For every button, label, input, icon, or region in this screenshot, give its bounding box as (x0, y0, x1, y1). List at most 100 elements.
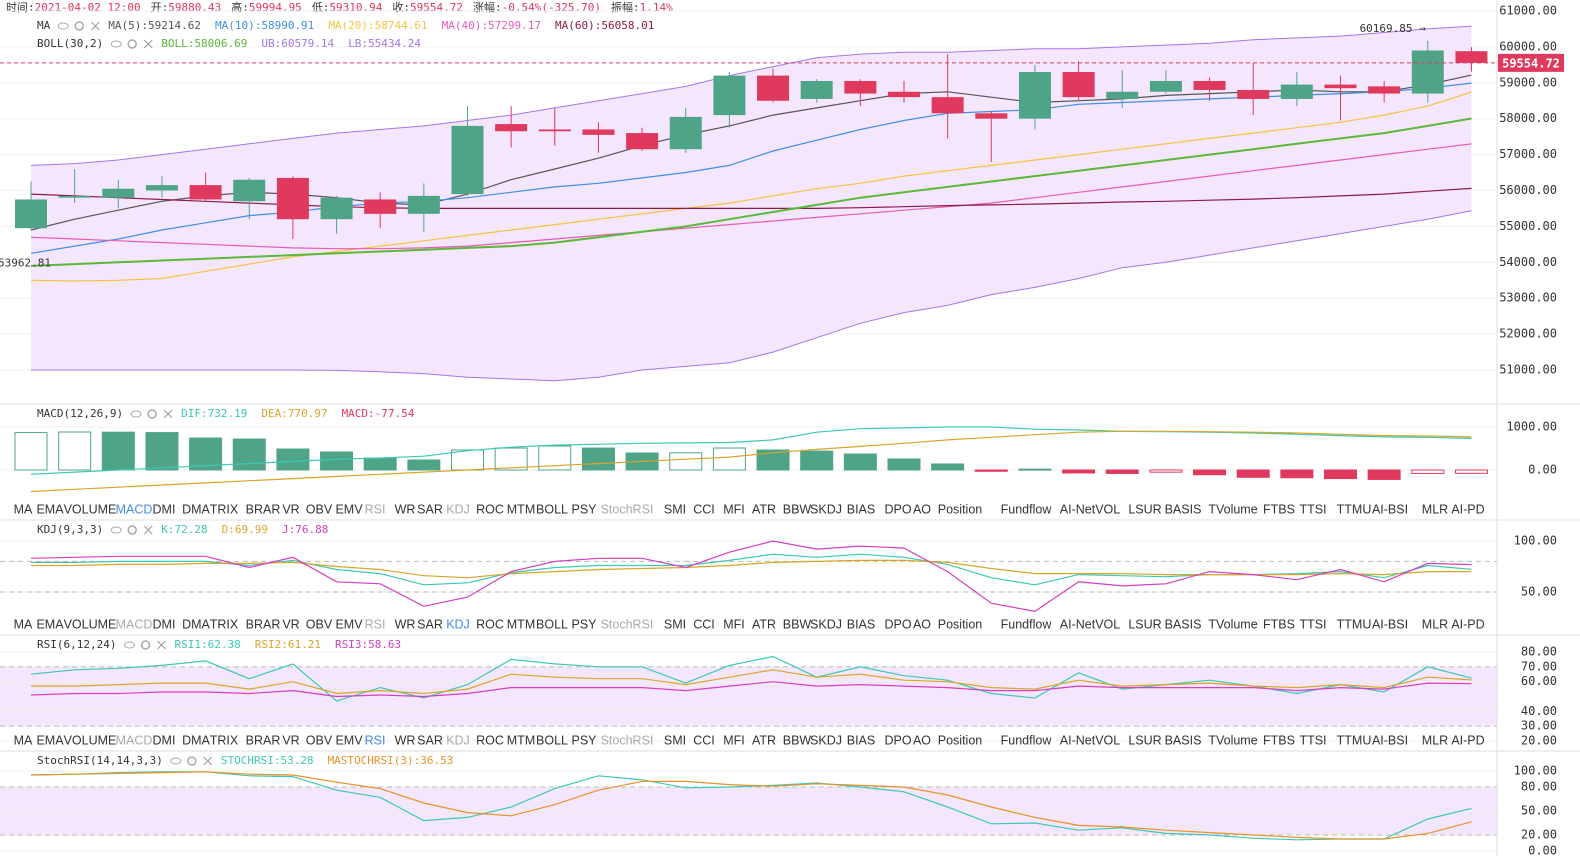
indicator-tab[interactable]: MA (14, 617, 33, 631)
indicator-tab[interactable]: StochRSI (601, 733, 654, 747)
indicator-tab[interactable]: DPO (884, 733, 911, 747)
indicator-tab[interactable]: SAR (417, 733, 443, 747)
indicator-tab[interactable]: VOLUME (64, 733, 117, 747)
indicator-tab[interactable]: OBV (306, 502, 333, 516)
indicator-tab[interactable]: KDJ (446, 617, 470, 631)
indicator-tab[interactable]: FTBS (1263, 617, 1295, 631)
indicator-tab[interactable]: DMI (153, 617, 176, 631)
indicator-tab[interactable]: EMV (335, 617, 363, 631)
indicator-tab[interactable]: FTBS (1263, 502, 1295, 516)
indicator-tab[interactable]: MACD (116, 733, 153, 747)
indicator-tab[interactable]: TTSI (1299, 617, 1326, 631)
indicator-tab[interactable]: AI-NetVOL (1060, 502, 1120, 516)
indicator-tab[interactable]: DMA (182, 733, 210, 747)
indicator-tab[interactable]: FTBS (1263, 733, 1295, 747)
indicator-tab[interactable]: MTM (507, 617, 535, 631)
indicator-tab[interactable]: WR (395, 502, 416, 516)
indicator-tab[interactable]: PSY (571, 733, 597, 747)
indicator-tab[interactable]: BRAR (246, 733, 281, 747)
indicator-tab[interactable]: ATR (752, 733, 776, 747)
indicator-tab[interactable]: RSI (365, 502, 386, 516)
indicator-tab[interactable]: OBV (306, 733, 333, 747)
indicator-tab[interactable]: Position (938, 502, 983, 516)
indicator-tab[interactable]: DMI (153, 502, 176, 516)
indicator-tab[interactable]: BBW (783, 733, 812, 747)
indicator-tab[interactable]: ROC (476, 733, 504, 747)
indicator-tab[interactable]: PSY (571, 617, 597, 631)
indicator-tab[interactable]: TTMU (1337, 733, 1372, 747)
indicator-tab[interactable]: ATR (752, 502, 776, 516)
indicator-tab[interactable]: TRIX (210, 502, 239, 516)
indicator-tab[interactable]: LSUR (1128, 502, 1161, 516)
indicator-tab[interactable]: TTSI (1299, 733, 1326, 747)
indicator-tab[interactable]: AO (913, 502, 931, 516)
indicator-tab[interactable]: DPO (884, 617, 911, 631)
indicator-tab[interactable]: MA (14, 502, 33, 516)
indicator-tab[interactable]: StochRSI (601, 617, 654, 631)
indicator-tab[interactable]: KDJ (446, 733, 470, 747)
indicator-tab[interactable]: SAR (417, 617, 443, 631)
indicator-tab[interactable]: BBW (783, 502, 812, 516)
indicator-tab[interactable]: VR (282, 502, 299, 516)
indicator-tab[interactable]: WR (395, 733, 416, 747)
indicator-tab[interactable]: TVolume (1208, 617, 1257, 631)
indicator-tab[interactable]: CCI (693, 617, 715, 631)
indicator-tab[interactable]: SMI (664, 733, 686, 747)
indicator-tab[interactable]: BRAR (246, 617, 281, 631)
indicator-tab[interactable]: KDJ (446, 502, 470, 516)
indicator-tab[interactable]: CCI (693, 502, 715, 516)
indicator-tab[interactable]: BRAR (246, 502, 281, 516)
indicator-tab[interactable]: BASIS (1165, 502, 1202, 516)
indicator-tab[interactable]: EMA (36, 502, 64, 516)
indicator-tab[interactable]: OBV (306, 617, 333, 631)
indicator-tab[interactable]: MTM (507, 502, 535, 516)
indicator-tab[interactable]: BOLL (536, 617, 568, 631)
indicator-tab[interactable]: StochRSI (601, 502, 654, 516)
indicator-tab[interactable]: EMV (335, 502, 363, 516)
indicator-tab[interactable]: SKDJ (810, 617, 842, 631)
indicator-tab[interactable]: AI-BSI (1372, 733, 1408, 747)
indicator-tab[interactable]: EMA (36, 733, 64, 747)
indicator-tab[interactable]: AI-NetVOL (1060, 733, 1120, 747)
indicator-tab[interactable]: VOLUME (64, 617, 117, 631)
indicator-tab[interactable]: SKDJ (810, 502, 842, 516)
indicator-tab[interactable]: MLR (1422, 733, 1448, 747)
indicator-tab[interactable]: BBW (783, 617, 812, 631)
indicator-tab[interactable]: AI-PD (1451, 733, 1484, 747)
indicator-tab[interactable]: MACD (116, 617, 153, 631)
indicator-tab[interactable]: Position (938, 733, 983, 747)
indicator-tab[interactable]: SMI (664, 617, 686, 631)
indicator-tab[interactable]: SKDJ (810, 733, 842, 747)
indicator-tab[interactable]: LSUR (1128, 617, 1161, 631)
indicator-tab[interactable]: VOLUME (64, 502, 117, 516)
indicator-tab[interactable]: SMI (664, 502, 686, 516)
indicator-tab[interactable]: ROC (476, 617, 504, 631)
indicator-tab[interactable]: DMA (182, 502, 210, 516)
indicator-tab[interactable]: TTMU (1337, 617, 1372, 631)
indicator-tab[interactable]: MTM (507, 733, 535, 747)
indicator-tab[interactable]: VR (282, 733, 299, 747)
indicator-tab[interactable]: EMA (36, 617, 64, 631)
indicator-tab[interactable]: TRIX (210, 617, 239, 631)
indicator-tab[interactable]: Fundflow (1001, 617, 1053, 631)
indicator-tab[interactable]: MFI (723, 733, 745, 747)
indicator-tab[interactable]: DMA (182, 617, 210, 631)
indicator-tab[interactable]: BIAS (847, 733, 876, 747)
indicator-tab[interactable]: MFI (723, 617, 745, 631)
indicator-tab[interactable]: BASIS (1165, 617, 1202, 631)
indicator-tab[interactable]: SAR (417, 502, 443, 516)
indicator-tab[interactable]: BIAS (847, 617, 876, 631)
indicator-tab[interactable]: MFI (723, 502, 745, 516)
indicator-tab[interactable]: VR (282, 617, 299, 631)
indicator-tab[interactable]: MLR (1422, 502, 1448, 516)
indicator-tab[interactable]: WR (395, 617, 416, 631)
indicator-tab[interactable]: Fundflow (1001, 502, 1053, 516)
indicator-tab[interactable]: DMI (153, 733, 176, 747)
indicator-tab[interactable]: TVolume (1208, 733, 1257, 747)
indicator-tab[interactable]: LSUR (1128, 733, 1161, 747)
indicator-tab[interactable]: MACD (116, 502, 153, 516)
indicator-tab[interactable]: BASIS (1165, 733, 1202, 747)
indicator-tab[interactable]: TVolume (1208, 502, 1257, 516)
indicator-tab[interactable]: AI-BSI (1372, 617, 1408, 631)
indicator-tab[interactable]: BIAS (847, 502, 876, 516)
